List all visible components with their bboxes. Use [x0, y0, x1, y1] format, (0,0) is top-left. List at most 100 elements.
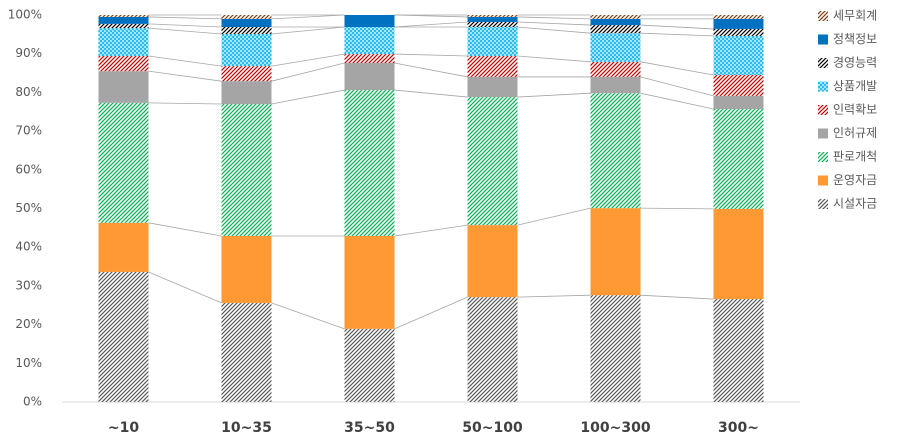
bar-segment — [467, 225, 518, 298]
series-line — [148, 16, 222, 20]
series-line — [271, 26, 345, 35]
series-line — [640, 61, 714, 76]
series-line — [517, 55, 591, 63]
bar-segment — [713, 208, 764, 300]
series-line — [394, 296, 468, 330]
bar-segment — [590, 295, 641, 402]
bar-segment — [590, 208, 641, 296]
bar-segment — [713, 109, 764, 209]
bar-segment — [344, 235, 395, 329]
series-line — [517, 16, 591, 20]
bar-segment — [98, 271, 149, 402]
bar-segment — [98, 28, 149, 57]
bar-segment — [467, 97, 518, 226]
bar-segment — [98, 102, 149, 223]
x-tick-label: 35~50 — [344, 420, 395, 436]
bar-segment — [98, 222, 149, 272]
bar-segment — [590, 15, 641, 19]
legend-marker — [818, 175, 828, 186]
bar-segment — [98, 56, 149, 72]
series-line — [517, 92, 591, 98]
bar-segment — [467, 16, 518, 22]
bar-segment — [221, 15, 272, 19]
series-line — [148, 23, 222, 28]
series-line — [148, 70, 222, 82]
legend-marker — [818, 81, 828, 92]
series-line — [271, 89, 345, 105]
bar-segment — [221, 104, 272, 236]
series-line — [517, 21, 591, 26]
bar-segment — [590, 93, 641, 209]
legend-label: 세무회계 — [833, 9, 877, 23]
bar-segment — [713, 28, 764, 36]
series-line — [271, 302, 345, 330]
series-line — [640, 76, 714, 97]
bar-segment — [467, 76, 518, 98]
bar-segment — [713, 35, 764, 75]
bar-segment — [590, 25, 641, 34]
y-tick-label: 50% — [15, 201, 42, 215]
bar-segment — [98, 15, 149, 17]
legend-label: 판로개척 — [833, 150, 877, 164]
bar-segment — [467, 15, 518, 17]
bar-segment — [467, 297, 518, 402]
series-line — [271, 14, 345, 20]
bar-segment — [344, 15, 395, 27]
series-line — [148, 55, 222, 67]
bar-segment — [221, 66, 272, 82]
bar-segment — [221, 26, 272, 34]
y-tick-label: 10% — [15, 356, 42, 370]
legend-label: 시설자금 — [833, 197, 877, 211]
legend-marker — [818, 34, 828, 45]
legend-label: 경영능력 — [833, 56, 877, 70]
legend-label: 인력확보 — [833, 103, 877, 117]
bar-segment — [590, 76, 641, 94]
y-tick-label: 100% — [8, 8, 42, 22]
bar-segment — [590, 33, 641, 62]
series-line — [394, 62, 468, 78]
bar-segment — [713, 18, 764, 29]
series-line — [394, 89, 468, 98]
y-tick-label: 40% — [15, 240, 42, 254]
bar-segment — [590, 61, 641, 77]
x-tick-label: ~10 — [108, 420, 139, 436]
series-line — [394, 53, 468, 57]
series-line — [271, 53, 345, 67]
legend-marker — [818, 11, 828, 21]
bar-segment — [713, 74, 764, 96]
bar-segment — [344, 54, 395, 63]
bar-segment — [98, 23, 149, 29]
series-line — [394, 21, 468, 28]
x-tick-label: 300~ — [718, 420, 759, 436]
series-line — [394, 224, 468, 237]
bar-segment — [344, 90, 395, 236]
y-tick-label: 30% — [15, 278, 42, 292]
y-tick-label: 0% — [23, 395, 42, 409]
series-line — [148, 102, 222, 105]
y-tick-label: 60% — [15, 162, 42, 176]
series-line — [517, 207, 591, 226]
legend-marker — [818, 58, 828, 68]
legend-label: 정책정보 — [833, 31, 877, 46]
legend-label: 상품개발 — [833, 79, 877, 93]
y-tick-label: 80% — [15, 85, 42, 99]
series-line — [148, 271, 222, 304]
legend-label: 운영자금 — [833, 173, 877, 187]
bar-segment — [221, 33, 272, 67]
series-line — [271, 62, 345, 82]
bar-segment — [221, 18, 272, 27]
series-line — [640, 32, 714, 37]
bar-segment — [98, 16, 149, 24]
x-tick-label: 50~100 — [462, 420, 523, 436]
bar-segment — [344, 328, 395, 402]
series-line — [640, 207, 714, 210]
bar-segment — [221, 81, 272, 105]
bar-segment — [713, 15, 764, 19]
legend-label: 인허규제 — [833, 126, 877, 140]
series-line — [517, 26, 591, 34]
bar-segment — [590, 18, 641, 26]
bar-segment — [713, 299, 764, 402]
series-line — [148, 222, 222, 237]
